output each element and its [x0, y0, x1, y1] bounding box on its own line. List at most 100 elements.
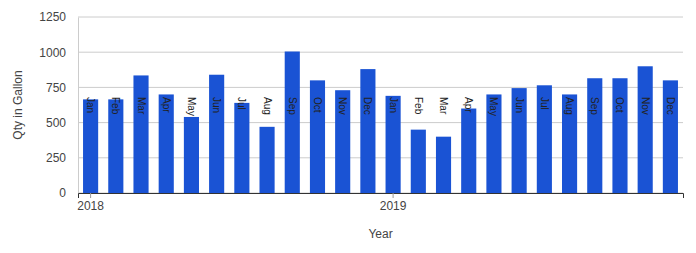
x-tick-label: Oct: [312, 97, 323, 113]
x-tick: [216, 193, 217, 198]
x-tick: [342, 193, 343, 198]
bar: [184, 117, 199, 193]
bar: [638, 66, 653, 193]
bar: [587, 78, 602, 193]
grid-line: [78, 17, 683, 18]
x-tick-label: May: [488, 97, 499, 116]
y-tick: 750: [46, 81, 78, 95]
x-tick: [443, 193, 444, 198]
y-tick-label: 1000: [39, 46, 66, 60]
x-tick-label: Sep: [589, 97, 600, 115]
x-tick-label: Jan: [85, 97, 96, 113]
bar: [360, 69, 375, 193]
y-tick-label: 500: [46, 116, 66, 130]
y-tick: 1000: [39, 46, 78, 60]
bar: [83, 99, 98, 193]
y-tick-label: 1250: [39, 10, 66, 24]
x-axis: 2018 2019: [77, 193, 683, 213]
x-tick-label: Aug: [262, 97, 273, 115]
x-tick-mark: [241, 193, 242, 198]
bar: [310, 80, 325, 193]
x-tick-label: Apr: [161, 97, 172, 113]
x-tick-label: Aug: [564, 97, 575, 115]
y-tick-label: 750: [46, 81, 66, 95]
bar: [537, 85, 552, 193]
x-tick-label: Jan: [388, 97, 399, 113]
x-tick-label: Feb: [110, 97, 121, 115]
x-tick: [367, 193, 368, 198]
x-tick: [292, 193, 293, 198]
x-tick: 2019: [380, 193, 407, 213]
x-tick-mark: [544, 193, 545, 198]
chart: 0 250 500 750 1000 1250 2018 2019 Jan Feb Mar Apr Ma…: [0, 0, 696, 253]
y-tick: 1250: [39, 10, 78, 24]
x-tick: [519, 193, 520, 198]
bar: [209, 75, 224, 193]
bar: [486, 94, 501, 193]
x-tick-label: Nov: [337, 97, 348, 115]
x-tick: [594, 193, 595, 198]
y-tick-label: 250: [46, 151, 66, 165]
x-tick-mark: [342, 193, 343, 198]
x-tick-mark: [519, 193, 520, 198]
x-tick: [191, 193, 192, 198]
x-tick: [645, 193, 646, 198]
y-axis-line: [78, 18, 79, 194]
x-tick: [141, 193, 142, 198]
x-tick-mark: [569, 193, 570, 198]
x-tick-mark: [619, 193, 620, 198]
x-tick: [267, 193, 268, 198]
bar: [663, 80, 678, 193]
y-axis-title: Qty in Gallon: [11, 70, 25, 139]
x-tick: [569, 193, 570, 198]
x-axis-line: [79, 194, 684, 199]
x-tick-label: Oct: [614, 97, 625, 113]
bar: [260, 127, 275, 193]
month-labels: JanFebMarAprMayJunJulAugSepOctNovDecJanF…: [85, 97, 676, 116]
x-tick: [493, 193, 494, 198]
y-tick: 250: [46, 151, 78, 165]
x-tick-label: Mar: [438, 97, 449, 115]
x-tick-mark: [191, 193, 192, 198]
x-tick-mark: [90, 193, 91, 198]
x-year-label: 2019: [380, 199, 407, 213]
x-tick-mark: [418, 193, 419, 198]
x-tick-label: Nov: [640, 97, 651, 115]
x-tick-mark: [367, 193, 368, 198]
x-tick-label: Jul: [539, 97, 550, 110]
grid: [78, 17, 683, 193]
x-tick-mark: [292, 193, 293, 198]
x-tick-mark: [670, 193, 671, 198]
bar: [234, 103, 249, 193]
x-tick-mark: [493, 193, 494, 198]
x-tick: [241, 193, 242, 198]
x-tick-mark: [141, 193, 142, 198]
x-tick-mark: [216, 193, 217, 198]
x-tick-mark: [443, 193, 444, 198]
bar: [285, 51, 300, 193]
bar: [562, 94, 577, 193]
x-tick-mark: [267, 193, 268, 198]
x-tick: 2018: [77, 193, 104, 213]
x-tick-label: May: [186, 97, 197, 116]
x-year-label: 2018: [77, 199, 104, 213]
plot-area: 0 250 500 750 1000 1250 2018 2019 Jan Feb Mar Apr Ma…: [39, 10, 683, 212]
y-tick: 0: [59, 186, 78, 200]
x-tick-mark: [594, 193, 595, 198]
x-tick: [544, 193, 545, 198]
x-tick-mark: [393, 193, 394, 198]
x-tick: [418, 193, 419, 198]
x-tick-mark: [317, 193, 318, 198]
x-axis-title: Year: [368, 227, 392, 241]
x-tick-mark: [115, 193, 116, 198]
y-tick-label: 0: [59, 186, 66, 200]
bar: [612, 78, 627, 193]
bar: [411, 130, 426, 193]
x-tick: [619, 193, 620, 198]
bar: [133, 75, 148, 193]
x-tick: [468, 193, 469, 198]
x-tick: [317, 193, 318, 198]
x-tick-label: Apr: [463, 97, 474, 113]
x-tick-label: Mar: [136, 97, 147, 115]
y-axis: 0 250 500 750 1000 1250: [39, 10, 78, 200]
